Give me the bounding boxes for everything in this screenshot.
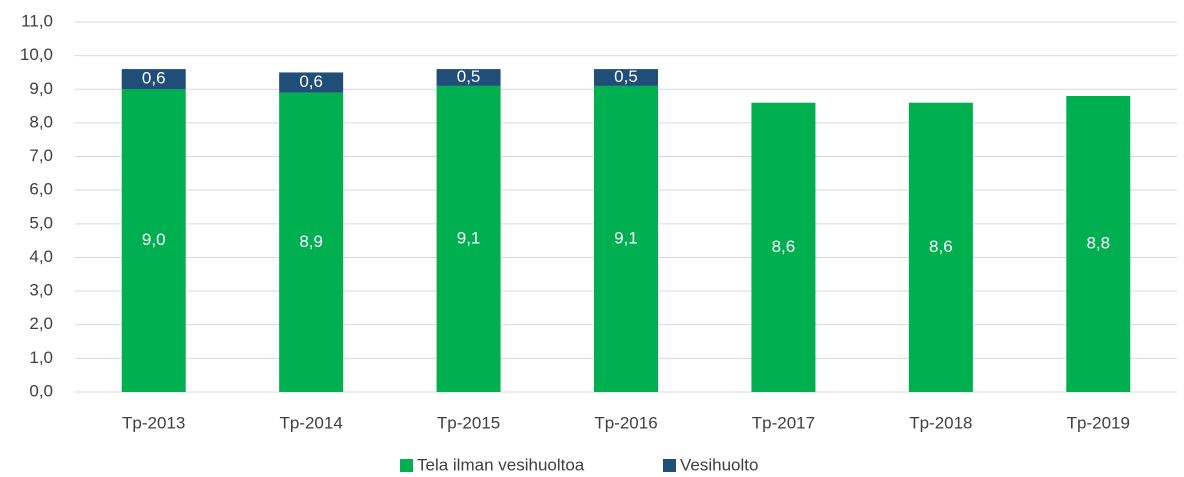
data-label: 8,6 <box>929 237 953 256</box>
x-tick-label: Tp-2017 <box>752 413 815 432</box>
x-tick-label: Tp-2015 <box>437 413 500 432</box>
y-tick-label: 4,0 <box>29 247 53 266</box>
x-tick-label: Tp-2018 <box>909 413 972 432</box>
data-label: 9,1 <box>614 228 638 247</box>
bar-segment <box>121 89 186 392</box>
bar-segment <box>594 85 658 392</box>
data-label: 0,5 <box>457 67 481 86</box>
data-label: 9,1 <box>457 228 481 247</box>
bar-segment <box>121 69 186 90</box>
legend-swatch <box>663 459 676 472</box>
x-tick-label: Tp-2016 <box>594 413 657 432</box>
bar-segment <box>279 72 344 93</box>
bar-segment <box>594 69 658 86</box>
data-label: 0,6 <box>299 72 323 91</box>
legend-swatch <box>400 459 413 472</box>
bar-segment <box>751 102 816 393</box>
data-label: 0,6 <box>142 69 166 88</box>
data-label: 0,5 <box>614 67 638 86</box>
bar-segment <box>1066 96 1131 392</box>
y-tick-label: 10,0 <box>20 45 53 64</box>
bar-segment <box>908 102 973 393</box>
y-tick-label: 8,0 <box>29 112 53 131</box>
bar-segment <box>436 85 501 392</box>
x-tick-label: Tp-2013 <box>122 413 185 432</box>
data-label: 8,6 <box>772 237 796 256</box>
data-label: 8,8 <box>1086 233 1110 252</box>
bar-segment <box>279 92 344 393</box>
y-tick-label: 7,0 <box>29 146 53 165</box>
y-tick-label: 9,0 <box>29 79 53 98</box>
y-tick-label: 3,0 <box>29 281 53 300</box>
legend-label: Tela ilman vesihuoltoa <box>417 455 585 474</box>
y-tick-label: 5,0 <box>29 213 53 232</box>
x-tick-label: Tp-2014 <box>279 413 342 432</box>
y-tick-label: 6,0 <box>29 180 53 199</box>
data-label: 8,9 <box>299 232 323 251</box>
data-label: 9,0 <box>142 230 166 249</box>
y-tick-label: 11,0 <box>21 11 53 30</box>
bar-segment <box>436 69 501 86</box>
y-tick-label: 0,0 <box>29 381 53 400</box>
y-tick-label: 2,0 <box>29 314 53 333</box>
y-tick-label: 1,0 <box>29 348 53 367</box>
legend-label: Vesihuolto <box>680 455 758 474</box>
x-tick-label: Tp-2019 <box>1067 413 1130 432</box>
